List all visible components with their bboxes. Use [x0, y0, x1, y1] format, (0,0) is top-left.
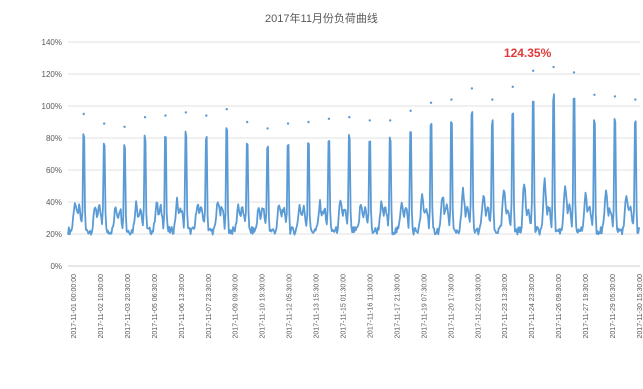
peak-point — [491, 98, 494, 101]
x-tick-label: 2017-11-30 15:30:00 — [637, 274, 643, 339]
peak-point — [102, 122, 106, 125]
y-tick-label: 120% — [42, 70, 62, 79]
x-tick-label: 2017-11-02 10:30:00 — [98, 274, 105, 339]
x-tick-label: 2017-11-20 17:30:00 — [448, 274, 455, 339]
peak-point — [552, 65, 555, 69]
x-tick-label: 2017-11-29 05:30:00 — [610, 274, 617, 339]
y-tick-label: 140% — [42, 38, 62, 47]
peak-point — [368, 119, 371, 122]
peak-point — [245, 120, 249, 124]
x-tick-label: 2017-11-01 00:00:00 — [71, 274, 78, 339]
x-tick-label: 2017-11-12 05:30:00 — [287, 274, 294, 339]
peak-point — [286, 122, 290, 125]
chart-title: 2017年11月份负荷曲线 — [265, 13, 378, 25]
peak-point — [450, 98, 453, 101]
peak-point — [348, 116, 351, 119]
y-tick-label: 80% — [46, 134, 62, 143]
x-tick-label: 2017-11-17 21:30:00 — [394, 274, 401, 339]
x-tick-label: 2017-11-07 23:30:00 — [206, 274, 213, 339]
peak-point — [225, 108, 228, 111]
peak-point — [327, 117, 331, 121]
x-tick-label: 2017-11-15 01:30:00 — [341, 274, 348, 339]
x-tick-label: 2017-11-19 07:30:00 — [421, 274, 428, 339]
peak-point — [634, 98, 637, 101]
y-tick-label: 100% — [42, 102, 62, 111]
x-tick-label: 2017-11-10 19:30:00 — [260, 274, 267, 339]
y-axis: 0% 20% 40% 60% 80% 100% 120% 140% — [42, 38, 62, 271]
x-tick-label: 2017-11-05 06:30:00 — [152, 274, 159, 339]
peak-point — [266, 127, 269, 130]
gridlines — [68, 41, 640, 267]
x-tick-label: 2017-11-27 19:30:00 — [583, 274, 590, 339]
peak-point — [593, 93, 596, 97]
x-tick-label: 2017-11-13 15:30:00 — [314, 274, 321, 339]
series-layer — [67, 65, 640, 236]
peak-point — [531, 69, 535, 73]
peak-point — [143, 116, 147, 119]
peak-point — [388, 119, 392, 122]
x-tick-label: 2017-11-24 23:30:00 — [529, 274, 536, 339]
peak-point — [307, 120, 310, 124]
x-tick-label: 2017-11-09 09:30:00 — [233, 274, 240, 339]
x-tick-label: 2017-11-22 03:30:00 — [475, 274, 482, 339]
y-tick-label: 40% — [46, 198, 62, 207]
peak-point — [613, 95, 617, 98]
x-tick-label: 2017-11-06 13:30:00 — [179, 274, 186, 339]
peak-point — [429, 101, 433, 105]
x-tick-label: 2017-11-03 20:30:00 — [125, 274, 132, 339]
peak-point — [164, 114, 167, 117]
x-tick-label: 2017-11-16 11:30:00 — [367, 274, 374, 338]
y-tick-label: 0% — [50, 262, 62, 271]
peak-point — [123, 125, 126, 128]
x-tick-label: 2017-11-23 13:30:00 — [502, 274, 509, 339]
peak-annotation: 124.35% — [504, 46, 552, 60]
peak-point — [184, 111, 188, 114]
peak-point — [470, 87, 474, 90]
load-curve-series — [67, 93, 640, 236]
peak-point — [511, 85, 514, 89]
y-tick-label: 20% — [46, 230, 62, 239]
peak-point — [409, 109, 412, 113]
x-axis: 2017-11-01 00:00:00 2017-11-02 10:30:00 20… — [71, 274, 643, 339]
peak-point — [572, 71, 576, 74]
x-tick-label: 2017-11-26 09:30:00 — [556, 274, 563, 339]
peak-point — [82, 112, 85, 116]
annotations: 124.35% — [504, 46, 552, 60]
y-tick-label: 60% — [46, 166, 62, 175]
peak-point — [205, 114, 208, 117]
